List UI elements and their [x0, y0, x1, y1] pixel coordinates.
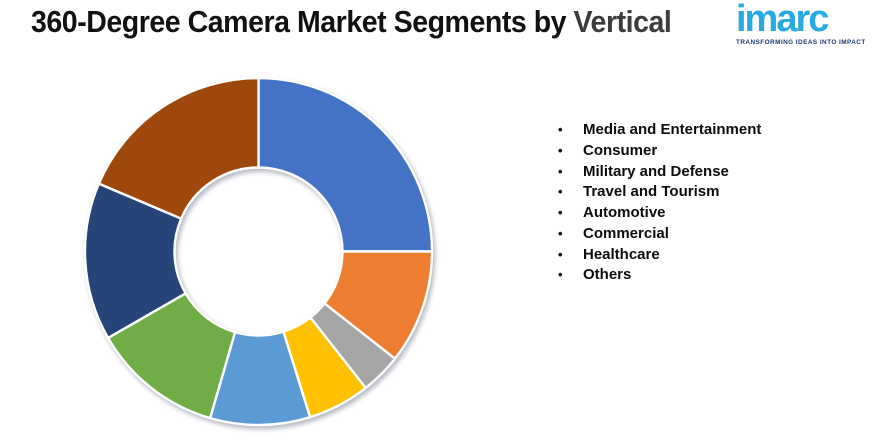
legend-label: Automotive	[583, 204, 666, 221]
imarc-logo: imarc TRANSFORMING IDEAS INTO IMPACT	[736, 0, 868, 47]
legend-item: • Healthcare	[558, 245, 761, 266]
legend-label: Commercial	[583, 224, 669, 242]
legend-item: • Media and Entertainment	[558, 120, 761, 141]
legend-label: Travel and Tourism	[583, 183, 720, 201]
legend-label: Media and Entertainment	[583, 121, 762, 138]
donut-slice-media-and-entertainment	[257, 76, 434, 253]
legend-label: Consumer	[583, 141, 658, 159]
legend-bullet: •	[558, 225, 563, 241]
legend-label: Others	[583, 266, 632, 284]
imarc-logo-tagline: TRANSFORMING IDEAS INTO IMPACT	[736, 39, 866, 47]
legend-item: • Automotive	[558, 203, 761, 224]
legend-bullet: •	[558, 205, 563, 220]
donut-slice-group	[83, 76, 434, 427]
legend-bullet: •	[558, 142, 563, 158]
legend-bullet: •	[558, 163, 563, 179]
legend-item: • Others	[558, 265, 761, 286]
legend-item: • Consumer	[558, 141, 761, 162]
legend-bullet: •	[558, 122, 563, 137]
page-title: 360-Degree Camera Market Segments by Ver…	[31, 4, 672, 40]
legend-label: Healthcare	[583, 245, 660, 263]
imarc-logo-wordmark: imarc	[736, 0, 829, 40]
legend-label: Military and Defense	[583, 162, 729, 180]
legend-item: • Commercial	[558, 224, 761, 245]
legend-bullet: •	[558, 246, 563, 262]
legend-list: • Media and Entertainment • Consumer • Milita…	[558, 120, 761, 286]
donut-slice-others	[97, 76, 260, 220]
page-title-main: 360-Degree Camera Market Segments by	[31, 4, 574, 39]
legend-bullet: •	[558, 184, 563, 200]
page-title-accent: Vertical	[573, 4, 672, 39]
legend-bullet: •	[558, 267, 563, 283]
legend-item: • Military and Defense	[558, 162, 761, 183]
legend-item: • Travel and Tourism	[558, 182, 761, 203]
